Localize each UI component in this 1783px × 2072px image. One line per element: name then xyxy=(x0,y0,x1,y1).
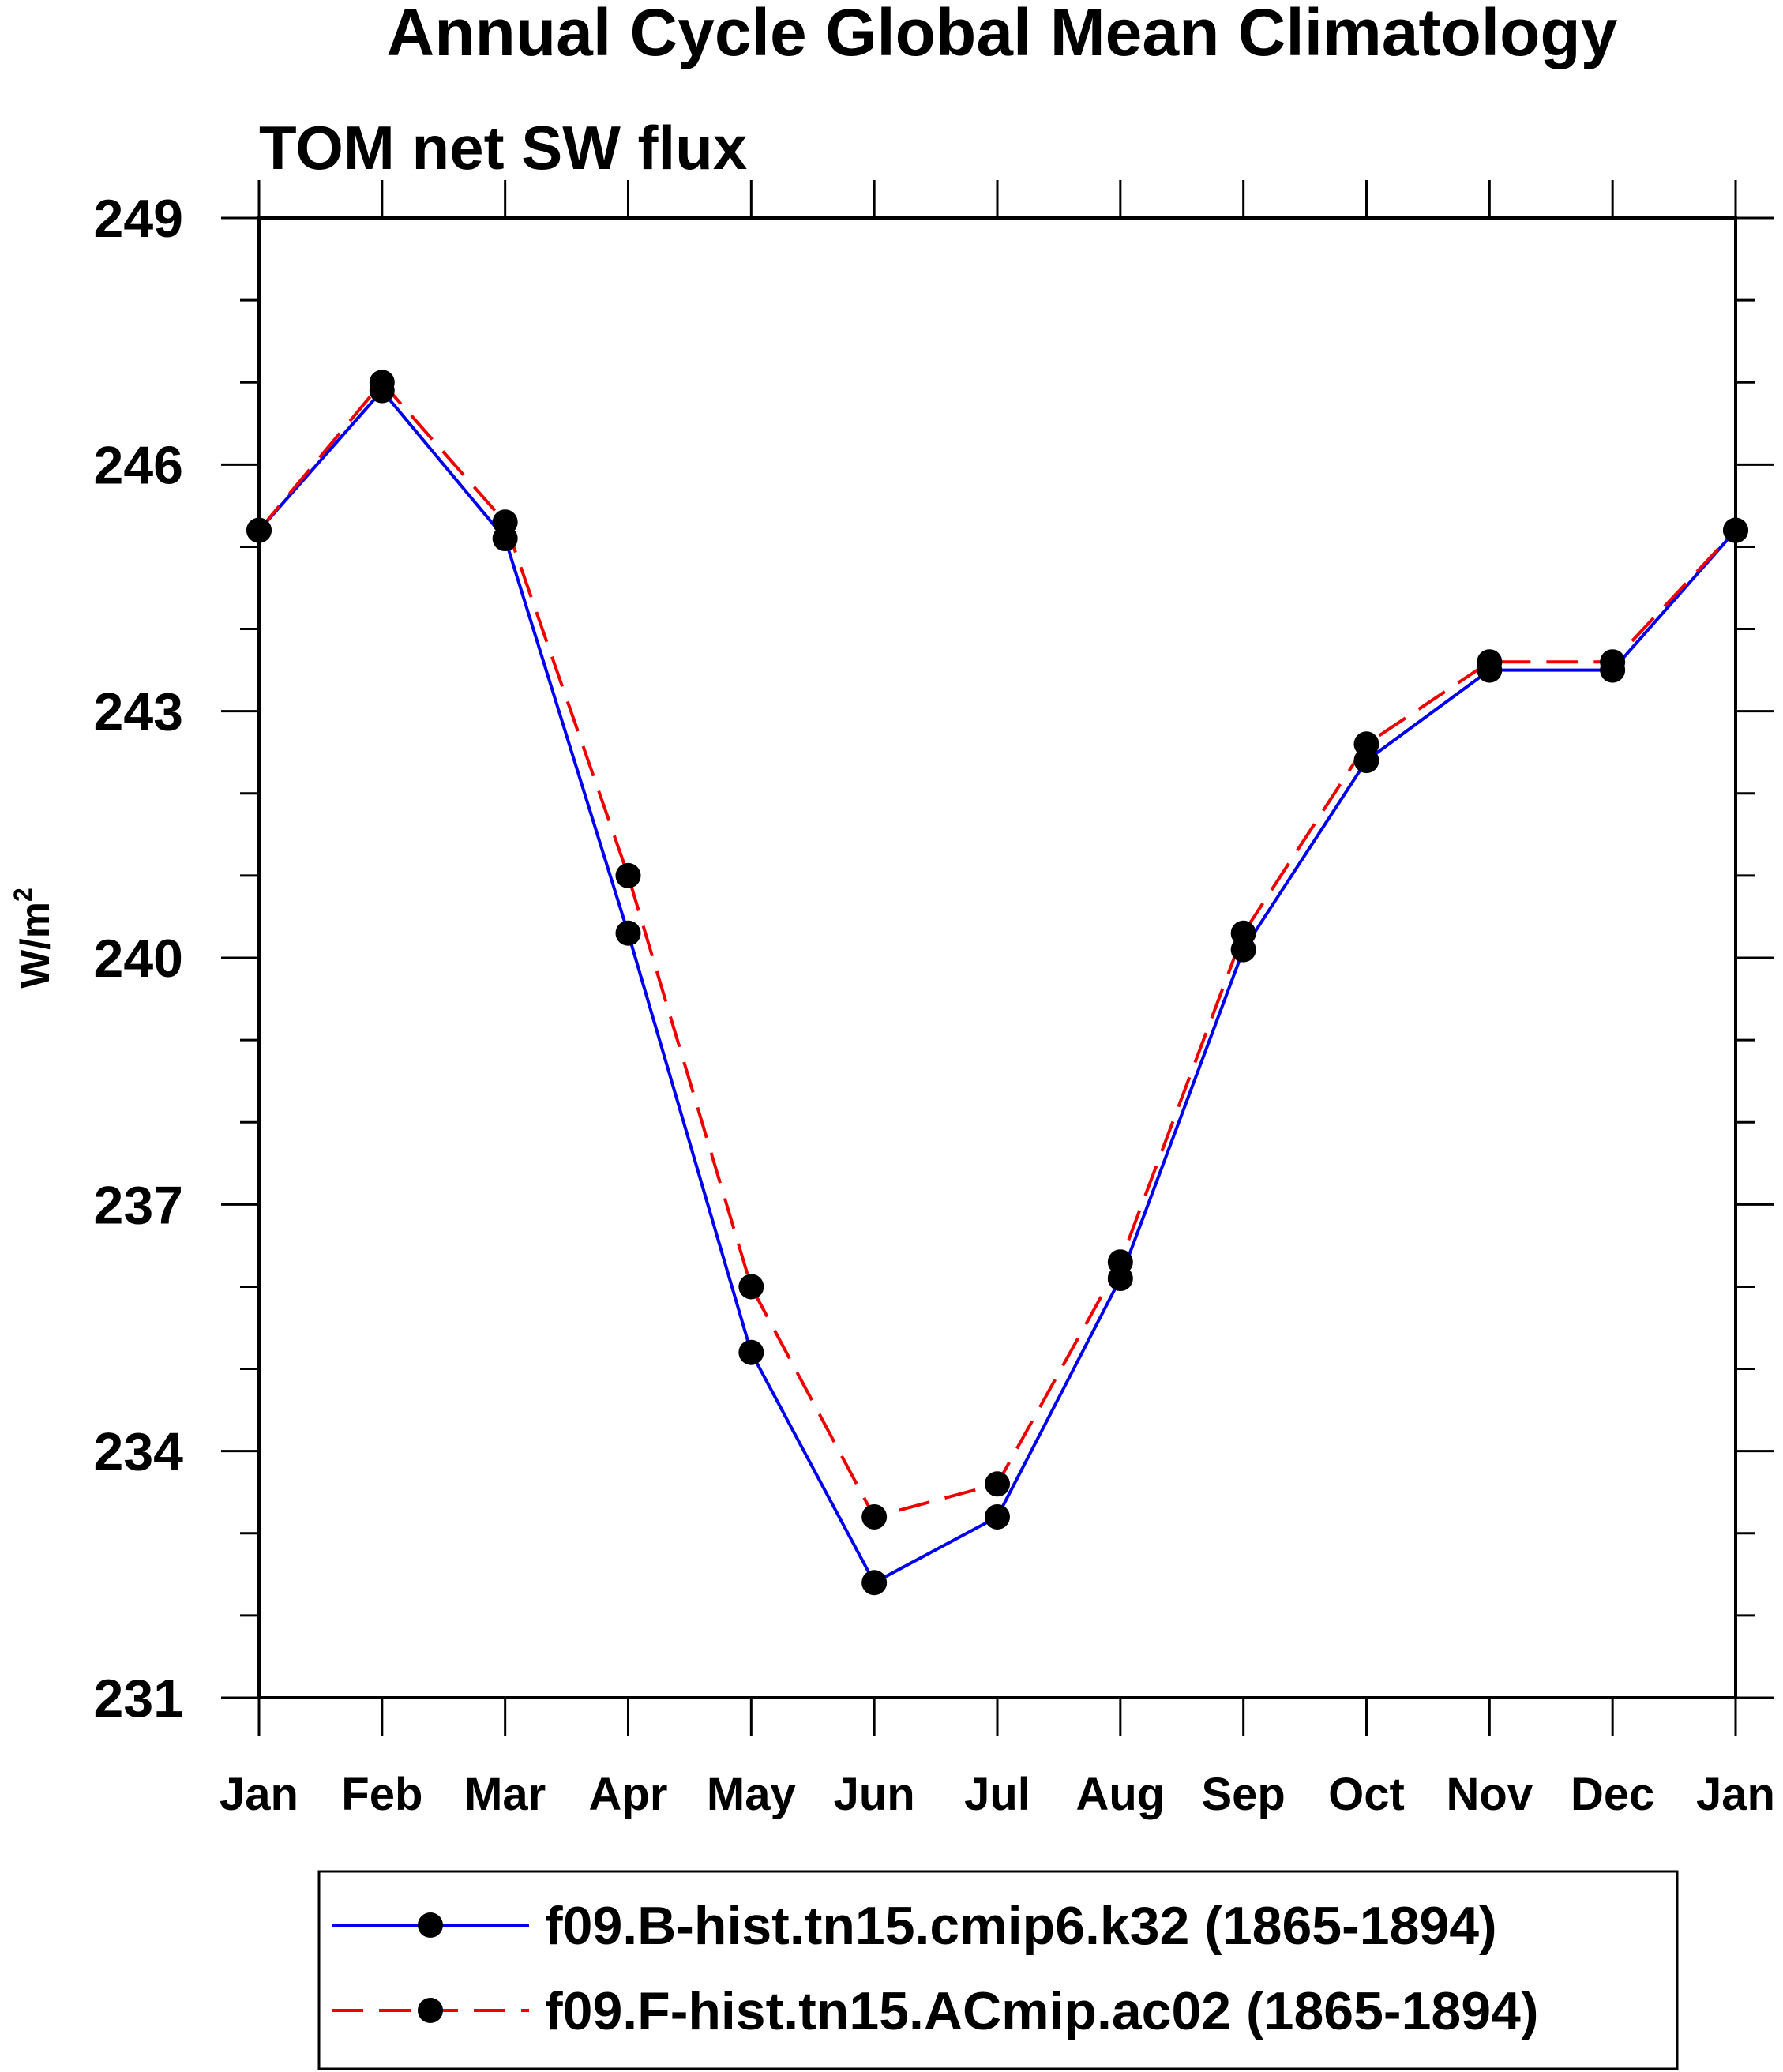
legend-box xyxy=(317,1870,1679,2070)
y-tick-label: 237 xyxy=(94,1175,183,1235)
y-axis-label-text: W/m xyxy=(13,902,58,989)
y-tick-label: 234 xyxy=(94,1422,184,1482)
chart-subtitle: TOM net SW flux xyxy=(259,113,747,182)
x-tick-label: Jun xyxy=(834,1769,915,1820)
data-point-series-2 xyxy=(1477,649,1503,675)
data-point-series-2 xyxy=(1107,1249,1133,1275)
data-point-series-1 xyxy=(738,1339,764,1365)
y-tick-label: 240 xyxy=(94,929,183,989)
legend-marker-2 xyxy=(418,1998,443,2023)
axes: 231 234 237 240 243 246 249 Jan Feb Mar Apr May Jun J… xyxy=(94,180,1775,1820)
legend-marker-1 xyxy=(418,1912,443,1938)
x-tick-label: Jan xyxy=(1696,1769,1775,1820)
x-tick-label: Sep xyxy=(1201,1769,1285,1820)
data-point-series-2 xyxy=(985,1471,1010,1497)
y-tick-label: 231 xyxy=(94,1668,183,1729)
x-tick-label: May xyxy=(707,1769,796,1820)
y-axis-label-superscript: 2 xyxy=(9,888,37,902)
data-point-series-2 xyxy=(369,370,395,396)
x-tick-label: Jan xyxy=(220,1769,298,1820)
data-point-series-1 xyxy=(985,1503,1010,1530)
x-tick-label: Jul xyxy=(964,1769,1030,1820)
y-tick-label: 243 xyxy=(94,682,183,742)
data-point-series-1 xyxy=(615,920,641,946)
data-point-series-2 xyxy=(1230,920,1256,946)
legend-label-2: f09.F-hist.tn15.ACmip.ac02 (1865-1894) xyxy=(545,1981,1539,2041)
data-point-series-2 xyxy=(861,1503,888,1530)
x-tick-label: Nov xyxy=(1447,1769,1533,1820)
y-tick-label: 246 xyxy=(94,435,183,495)
legend-label-1: f09.B-hist.tn15.cmip6.k32 (1865-1894) xyxy=(545,1896,1497,1956)
x-tick-label: Feb xyxy=(341,1769,422,1820)
x-tick-label: Mar xyxy=(464,1769,546,1820)
data-point-series-2 xyxy=(1353,731,1379,757)
y-axis-label: W/m2 xyxy=(9,888,58,989)
series-layer xyxy=(246,370,1748,1596)
legend: f09.B-hist.tn15.cmip6.k32 (1865-1894) f09… xyxy=(317,1870,1679,2070)
x-tick-label: Apr xyxy=(589,1769,668,1820)
series-line-2 xyxy=(257,381,1737,1518)
data-point-series-2 xyxy=(738,1274,764,1300)
data-point-series-2 xyxy=(1600,649,1626,675)
series-line-1 xyxy=(257,388,1737,1585)
data-point-series-2 xyxy=(615,862,641,888)
y-tick-label: 249 xyxy=(94,189,183,249)
chart-title: Annual Cycle Global Mean Climatology xyxy=(387,0,1618,69)
x-tick-label: Aug xyxy=(1075,1769,1165,1820)
data-point-series-2 xyxy=(1723,517,1748,543)
data-point-series-2 xyxy=(492,509,518,535)
data-point-series-2 xyxy=(246,517,272,543)
x-tick-label: Oct xyxy=(1328,1769,1405,1820)
x-tick-label: Dec xyxy=(1571,1769,1654,1820)
data-point-series-1 xyxy=(861,1570,888,1596)
